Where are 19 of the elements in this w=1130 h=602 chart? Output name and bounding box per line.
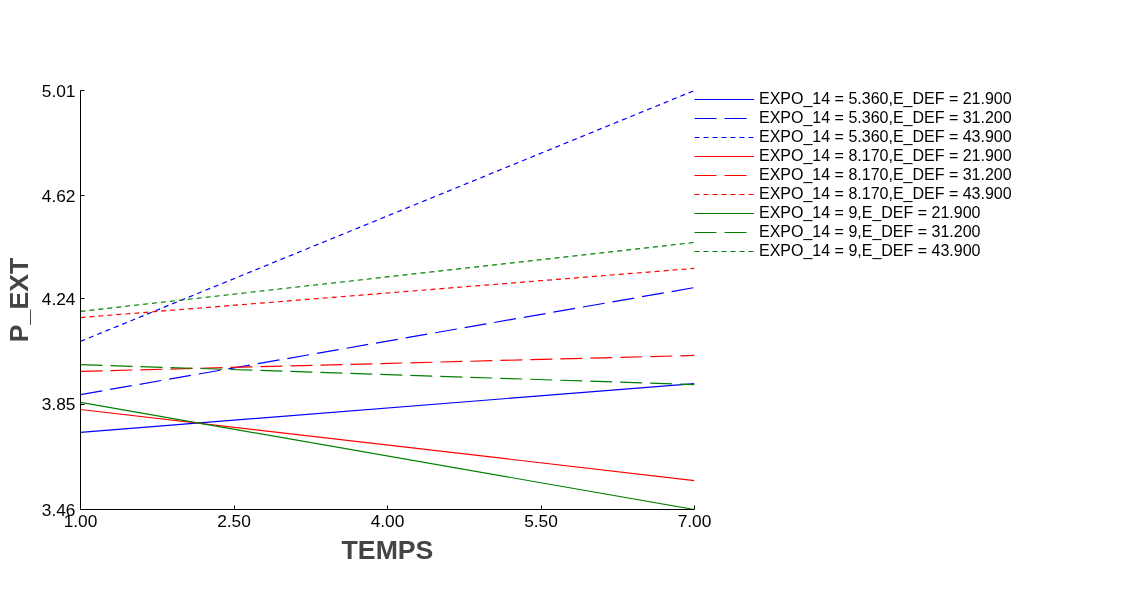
legend-label: EXPO_14 = 8.170,E_DEF = 43.900 [759, 185, 1012, 203]
y-axis-title: P_EXT [3, 257, 34, 343]
legend-label: EXPO_14 = 5.360,E_DEF = 21.900 [759, 90, 1012, 108]
x-tick-label: 2.50 [217, 510, 251, 531]
legend-label: EXPO_14 = 5.360,E_DEF = 31.200 [759, 109, 1012, 127]
legend-label: EXPO_14 = 9,E_DEF = 31.200 [759, 223, 981, 241]
x-tick-label: 7.00 [677, 510, 712, 531]
x-tick-label: 5.50 [524, 510, 558, 531]
y-tick-label: 5.01 [41, 80, 76, 101]
y-tick-label: 4.24 [41, 288, 76, 309]
legend-label: EXPO_14 = 8.170,E_DEF = 31.200 [759, 166, 1012, 184]
x-axis-title: TEMPS [341, 534, 434, 565]
y-tick-label: 3.85 [41, 394, 76, 415]
legend-label: EXPO_14 = 9,E_DEF = 21.900 [759, 204, 981, 222]
y-tick-label: 4.62 [41, 185, 76, 206]
legend-label: EXPO_14 = 9,E_DEF = 43.900 [759, 242, 981, 260]
legend-label: EXPO_14 = 8.170,E_DEF = 21.900 [759, 147, 1012, 165]
x-tick-label: 4.00 [370, 510, 405, 531]
legend-label: EXPO_14 = 5.360,E_DEF = 43.900 [759, 128, 1012, 146]
